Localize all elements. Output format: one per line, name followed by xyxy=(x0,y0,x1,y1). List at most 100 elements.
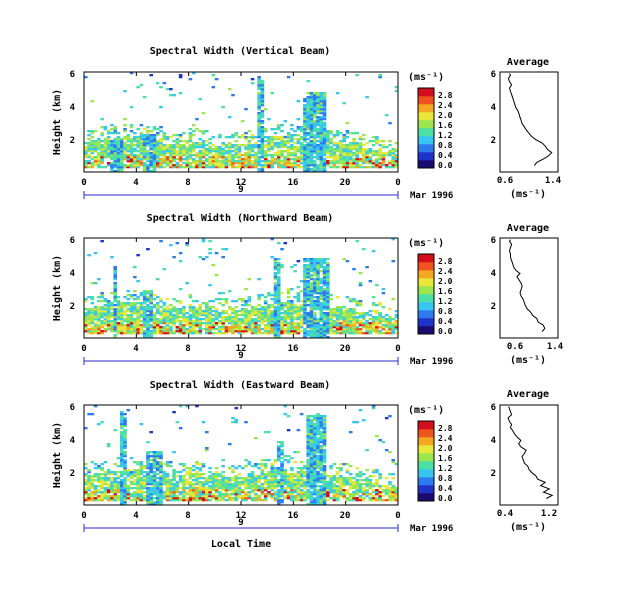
heatmap-cell xyxy=(205,497,209,500)
heatmap-cell xyxy=(119,463,124,466)
heatmap-cell xyxy=(208,162,212,165)
heatmap-cell xyxy=(267,324,271,327)
heatmap-cell xyxy=(146,497,150,500)
heatmap-cell xyxy=(280,318,284,321)
heatmap-cell xyxy=(290,300,294,303)
heatmap-cell xyxy=(162,322,167,325)
heatmap-cell xyxy=(142,308,147,311)
heatmap-cell xyxy=(309,282,314,285)
heatmap-cell xyxy=(218,156,222,159)
heatmap-cell xyxy=(185,244,189,247)
heatmap-cell xyxy=(352,481,356,484)
heatmap-cell xyxy=(273,469,278,472)
heatmap-cell xyxy=(303,168,307,171)
heatmap-cell xyxy=(172,497,176,500)
heatmap-cell xyxy=(119,421,124,424)
heatmap-cell xyxy=(254,308,258,311)
heatmap-cell xyxy=(322,501,327,504)
heatmap-cell xyxy=(191,310,196,313)
heatmap-cell xyxy=(293,146,297,149)
heatmap-cell xyxy=(152,473,157,476)
heatmap-cell xyxy=(352,487,356,490)
heatmap-cell xyxy=(283,471,288,474)
heatmap-cell xyxy=(309,425,314,428)
heatmap-cell xyxy=(276,288,281,291)
heatmap-cell xyxy=(149,130,153,133)
heatmap-cell xyxy=(371,150,376,153)
heatmap-cell xyxy=(355,132,360,135)
heatmap-cell xyxy=(100,310,104,313)
heatmap-cell xyxy=(106,138,111,141)
heatmap-cell xyxy=(205,481,209,484)
heatmap-cell xyxy=(221,471,225,474)
heatmap-cell xyxy=(267,330,271,333)
heatmap-cell xyxy=(394,324,399,327)
heatmap-cell xyxy=(169,465,173,468)
heatmap-cell xyxy=(290,146,294,149)
heatmap-cell xyxy=(332,324,337,327)
heatmap-cell xyxy=(110,479,114,482)
heatmap-cell xyxy=(319,320,324,323)
heatmap-cell xyxy=(159,320,163,323)
heatmap-cell xyxy=(332,134,337,137)
heatmap-cell xyxy=(198,477,203,480)
heatmap-cell xyxy=(129,124,134,127)
heatmap-cell xyxy=(339,326,343,329)
heatmap-cell xyxy=(283,491,288,494)
heatmap-cell xyxy=(263,318,268,321)
heatmap-cell xyxy=(306,493,310,496)
heatmap-cell xyxy=(146,248,150,251)
heatmap-cell xyxy=(303,330,307,333)
heatmap-cell xyxy=(129,130,134,133)
heatmap-cell xyxy=(116,497,121,500)
heatmap-cell xyxy=(244,497,248,500)
heatmap-cell xyxy=(162,268,167,271)
heatmap-cell xyxy=(87,475,91,478)
heatmap-cell xyxy=(342,306,346,309)
heatmap-cell xyxy=(87,138,91,141)
heatmap-cell xyxy=(254,485,258,488)
heatmap-cell xyxy=(231,499,235,502)
heatmap-cell xyxy=(142,144,147,147)
heatmap-cell xyxy=(335,332,340,335)
heatmap-cell xyxy=(316,429,320,432)
heatmap-cell xyxy=(221,481,225,484)
heatmap-cell xyxy=(290,477,294,480)
heatmap-cell xyxy=(191,330,196,333)
heatmap-cell xyxy=(136,280,140,283)
heatmap-cell xyxy=(319,258,324,261)
heatmap-cell xyxy=(178,134,183,137)
heatmap-cell xyxy=(312,473,317,476)
heatmap-cell xyxy=(257,118,261,121)
heatmap-cell xyxy=(146,166,150,169)
heatmap-cell xyxy=(227,443,232,446)
heatmap-cell xyxy=(110,164,114,167)
heatmap-cell xyxy=(276,481,281,484)
heatmap-cell xyxy=(296,429,301,432)
heatmap-cell xyxy=(201,150,206,153)
heatmap-cell xyxy=(231,330,235,333)
heatmap-cell xyxy=(221,154,225,157)
heatmap-cell xyxy=(267,150,271,153)
heatmap-cell xyxy=(319,336,324,339)
heatmap-cell xyxy=(90,314,95,317)
heatmap-cell xyxy=(270,322,275,325)
heatmap-cell xyxy=(352,499,356,502)
heatmap-cell xyxy=(263,302,268,305)
heatmap-cell xyxy=(273,461,278,464)
heatmap-cell xyxy=(267,431,271,434)
heatmap-cell xyxy=(231,150,235,153)
heatmap-cell xyxy=(191,166,196,169)
heatmap-cell xyxy=(146,306,150,309)
heatmap-cell xyxy=(306,98,310,101)
heatmap-cell xyxy=(319,304,324,307)
heatmap-cell xyxy=(224,156,229,159)
heatmap-cell xyxy=(276,471,281,474)
heatmap-cell xyxy=(175,326,180,329)
heatmap-cell xyxy=(296,298,301,301)
heatmap-cell xyxy=(169,495,173,498)
heatmap-cell xyxy=(185,146,189,149)
heatmap-cell xyxy=(345,308,350,311)
heatmap-cell xyxy=(384,489,389,492)
heatmap-cell xyxy=(113,130,118,133)
